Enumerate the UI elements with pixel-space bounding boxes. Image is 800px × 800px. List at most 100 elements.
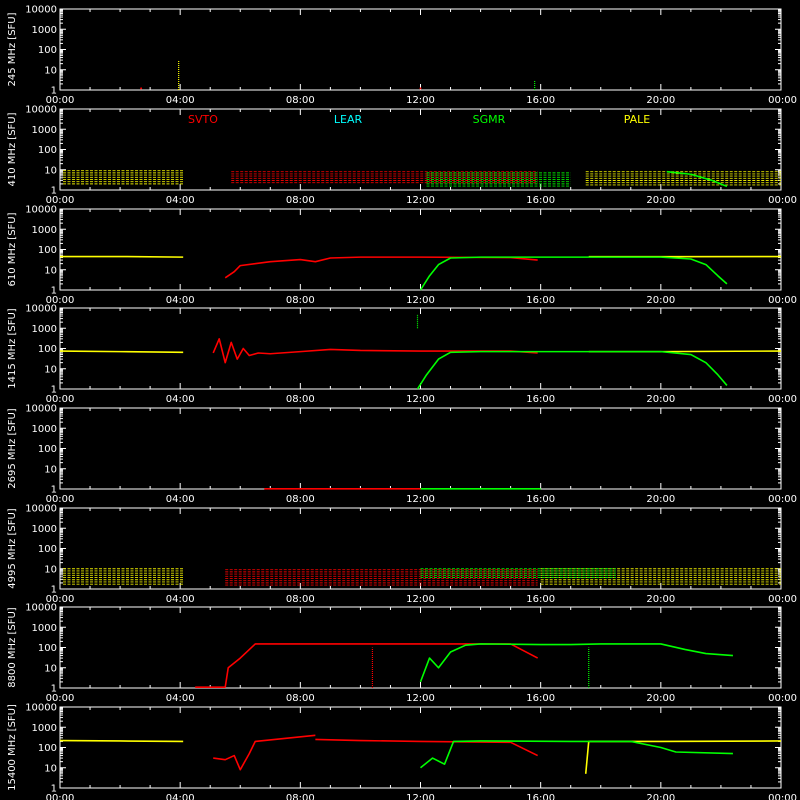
series-pale-2	[63, 170, 184, 185]
plot-frame	[59, 8, 782, 91]
legend-entry-pale: PALE	[624, 113, 651, 126]
y-tick-label: 1000	[32, 723, 57, 734]
x-tick-label: 00:00	[46, 793, 75, 800]
y-tick-label: 100	[38, 743, 57, 754]
y-axis-label: 2695 MHz [SFU]	[7, 408, 18, 489]
y-tick-label: 1	[51, 684, 57, 695]
y-tick-label: 1000	[32, 125, 57, 136]
x-tick-label: 20:00	[646, 494, 675, 505]
x-tick-label: 16:00	[526, 494, 555, 505]
x-tick-label: 20:00	[646, 594, 675, 605]
x-tick-label: 16:00	[526, 195, 555, 206]
series-pale-1	[584, 740, 782, 774]
y-tick-label: 10	[44, 663, 57, 674]
x-tick-label: 16:00	[526, 793, 555, 800]
x-tick-label: 00:00	[46, 295, 75, 306]
y-tick-label: 10000	[25, 703, 57, 714]
series-svto-3	[315, 738, 539, 757]
x-tick-label: 08:00	[286, 394, 315, 405]
y-tick-label: 10	[44, 165, 57, 176]
x-tick-label: 00:00	[768, 394, 797, 405]
y-tick-label: 1	[51, 86, 57, 97]
plot-frame	[59, 208, 782, 291]
legend-entry-svto: SVTO	[188, 113, 218, 126]
x-tick-label: 00:00	[46, 594, 75, 605]
series-pale-3	[585, 171, 781, 186]
series-svto-0	[195, 643, 539, 688]
x-tick-label: 12:00	[406, 95, 435, 106]
y-tick-label: 1000	[32, 524, 57, 535]
x-tick-label: 00:00	[46, 95, 75, 106]
x-tick-label: 16:00	[526, 95, 555, 106]
x-tick-label: 04:00	[166, 195, 195, 206]
series-pale-1	[540, 568, 781, 585]
y-tick-label: 1000	[32, 623, 57, 634]
y-tick-label: 1	[51, 585, 57, 596]
series-sgmr-3	[416, 350, 728, 390]
x-tick-label: 20:00	[646, 693, 675, 704]
x-tick-label: 20:00	[646, 394, 675, 405]
y-tick-label: 1	[51, 485, 57, 496]
x-tick-label: 00:00	[768, 793, 797, 800]
x-tick-label: 12:00	[406, 295, 435, 306]
x-tick-label: 04:00	[166, 295, 195, 306]
y-tick-label: 1	[51, 286, 57, 297]
y-tick-label: 10000	[25, 304, 57, 315]
y-tick-label: 100	[38, 643, 57, 654]
x-tick-label: 08:00	[286, 295, 315, 306]
y-tick-label: 10	[44, 763, 57, 774]
data-point	[419, 87, 422, 90]
panel-0: 245 MHz [SFU] 1 10 100 1000 10000 00:00 04:00 08…	[7, 5, 797, 107]
series-svto-2	[225, 569, 538, 586]
plot-frame	[59, 307, 782, 390]
series-sgmr-4	[666, 170, 728, 188]
plot-frame	[59, 507, 782, 590]
y-tick-label: 100	[38, 344, 57, 355]
y-tick-label: 1	[51, 186, 57, 197]
x-tick-label: 00:00	[46, 195, 75, 206]
y-axis-label: 8800 MHz [SFU]	[7, 607, 18, 688]
x-tick-label: 16:00	[526, 295, 555, 306]
y-tick-label: 10	[44, 464, 57, 475]
x-tick-label: 08:00	[286, 693, 315, 704]
x-tick-label: 08:00	[286, 195, 315, 206]
y-tick-label: 10	[44, 265, 57, 276]
plot-frame	[59, 706, 782, 789]
x-tick-label: 16:00	[526, 394, 555, 405]
y-tick-label: 10000	[25, 5, 57, 16]
series-sgmr-1	[426, 172, 571, 187]
y-tick-label: 1	[51, 385, 57, 396]
y-axis-label: 15400 MHz [SFU]	[7, 704, 18, 791]
plot-frame	[59, 407, 782, 490]
series-pale-0	[59, 350, 184, 354]
x-tick-label: 12:00	[406, 793, 435, 800]
y-tick-label: 10000	[25, 404, 57, 415]
y-tick-label: 100	[38, 544, 57, 555]
x-tick-label: 04:00	[166, 394, 195, 405]
x-tick-label: 08:00	[286, 793, 315, 800]
x-tick-label: 04:00	[166, 95, 195, 106]
x-tick-label: 04:00	[166, 793, 195, 800]
y-tick-label: 10000	[25, 504, 57, 515]
x-tick-label: 20:00	[646, 793, 675, 800]
series-svto-2	[212, 338, 538, 364]
y-tick-label: 1	[51, 784, 57, 795]
y-tick-label: 100	[38, 245, 57, 256]
panel-7: 15400 MHz [SFU] 1 10 100 1000 10000 00:00 04:00…	[7, 703, 797, 800]
y-tick-label: 100	[38, 45, 57, 56]
y-axis-label: 245 MHz [SFU]	[7, 12, 18, 86]
x-tick-label: 08:00	[286, 494, 315, 505]
plot-frame	[59, 108, 782, 191]
y-tick-label: 10	[44, 564, 57, 575]
y-axis-label: 610 MHz [SFU]	[7, 212, 18, 286]
legend-entry-sgmr: SGMR	[473, 113, 506, 126]
x-tick-label: 04:00	[166, 693, 195, 704]
x-tick-label: 12:00	[406, 195, 435, 206]
x-tick-label: 12:00	[406, 693, 435, 704]
x-tick-label: 20:00	[646, 195, 675, 206]
panel-6: 8800 MHz [SFU] 1 10 100 1000 10000 00:00 04:00 0…	[7, 603, 797, 705]
x-tick-label: 20:00	[646, 295, 675, 306]
series-pale-0	[59, 739, 184, 743]
series-svto-2	[213, 734, 316, 771]
y-tick-label: 10	[44, 364, 57, 375]
